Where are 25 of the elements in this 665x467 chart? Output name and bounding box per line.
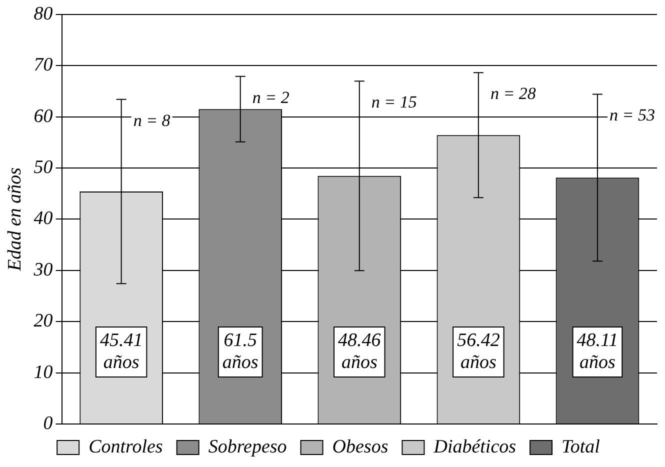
annotation: n = 8 — [133, 110, 171, 130]
y-tick-label: 70 — [34, 54, 54, 76]
legend-label: Total — [562, 436, 600, 458]
legend-label: Sobrepeso — [208, 436, 287, 458]
y-tick-label: 60 — [34, 106, 54, 127]
data-label: 56.42 años — [457, 330, 500, 373]
y-tick-label: 0 — [43, 413, 54, 434]
annotation: n = 28 — [490, 84, 536, 104]
annotation: n = 53 — [609, 106, 655, 125]
data-label: 48.11 años — [576, 330, 618, 373]
y-tick-label: 30 — [32, 259, 54, 280]
y-tick-label: 10 — [34, 362, 54, 383]
legend-label: Obesos — [332, 436, 388, 458]
y-axis-title: Edad en años — [4, 167, 26, 272]
y-tick-label: 50 — [34, 157, 54, 178]
legend-label: Diabéticos — [432, 436, 516, 458]
y-tick-label: 80 — [34, 3, 54, 24]
annotation: n = 2 — [252, 88, 290, 107]
legend-label: Controles — [88, 436, 163, 458]
data-label: 61.5 años — [222, 330, 258, 373]
y-tick-label: 20 — [34, 310, 54, 332]
annotation: n = 15 — [371, 92, 417, 112]
data-label: 48.46 años — [338, 330, 382, 373]
y-tick-label: 40 — [34, 208, 54, 230]
data-label: 45.41 años — [100, 330, 143, 373]
